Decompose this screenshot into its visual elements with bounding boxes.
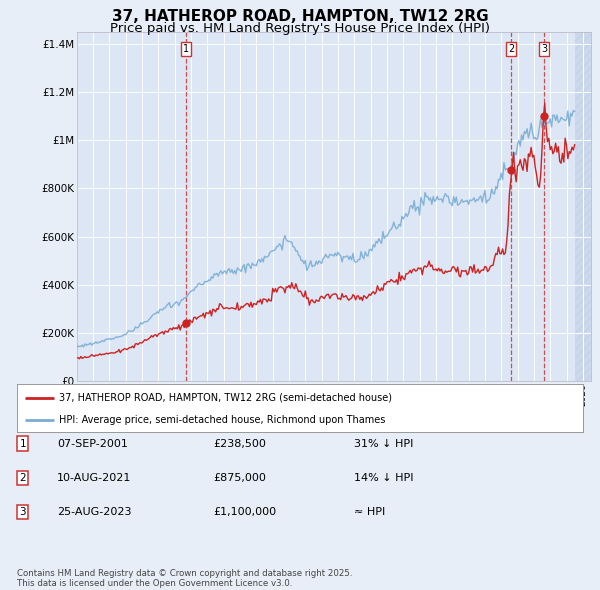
Text: 1: 1	[19, 439, 26, 448]
Text: 3: 3	[541, 44, 548, 54]
Text: 31% ↓ HPI: 31% ↓ HPI	[354, 439, 413, 448]
Text: ≈ HPI: ≈ HPI	[354, 507, 385, 517]
Text: Price paid vs. HM Land Registry's House Price Index (HPI): Price paid vs. HM Land Registry's House …	[110, 22, 490, 35]
Text: 25-AUG-2023: 25-AUG-2023	[57, 507, 131, 517]
Text: Contains HM Land Registry data © Crown copyright and database right 2025.
This d: Contains HM Land Registry data © Crown c…	[17, 569, 352, 588]
Bar	[575, 32, 591, 381]
Text: 37, HATHEROP ROAD, HAMPTON, TW12 2RG: 37, HATHEROP ROAD, HAMPTON, TW12 2RG	[112, 9, 488, 24]
Text: 3: 3	[19, 507, 26, 517]
Text: 14% ↓ HPI: 14% ↓ HPI	[354, 473, 413, 483]
Text: 1: 1	[183, 44, 189, 54]
Text: 07-SEP-2001: 07-SEP-2001	[57, 439, 128, 448]
Text: 10-AUG-2021: 10-AUG-2021	[57, 473, 131, 483]
Text: £238,500: £238,500	[213, 439, 266, 448]
Text: 37, HATHEROP ROAD, HAMPTON, TW12 2RG (semi-detached house): 37, HATHEROP ROAD, HAMPTON, TW12 2RG (se…	[59, 392, 392, 402]
Text: £875,000: £875,000	[213, 473, 266, 483]
Text: 2: 2	[19, 473, 26, 483]
Text: £1,100,000: £1,100,000	[213, 507, 276, 517]
Text: 2: 2	[508, 44, 514, 54]
Text: HPI: Average price, semi-detached house, Richmond upon Thames: HPI: Average price, semi-detached house,…	[59, 415, 386, 425]
